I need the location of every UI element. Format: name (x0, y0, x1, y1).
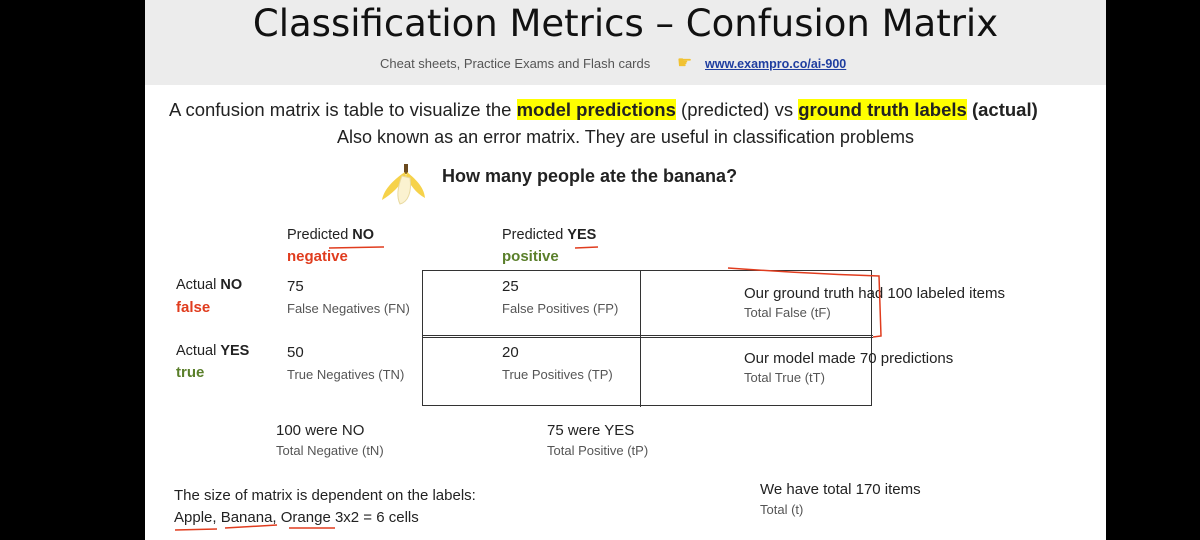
highlight-model-predictions: model predictions (516, 99, 676, 120)
intro-line-1: A confusion matrix is table to visualize… (169, 99, 1038, 121)
exampro-link[interactable]: www.exampro.co/ai-900 (705, 57, 847, 71)
row-value: NO (220, 277, 243, 293)
column-header-predicted-yes: Predicted YES (502, 227, 596, 243)
intro-line-2: Also known as an error matrix. They are … (337, 127, 914, 147)
grid-divider-vertical (640, 271, 641, 407)
col-total-negative-label: Total Negative (tN) (276, 443, 384, 458)
row-total-true-text: Our model made 70 predictions (744, 350, 954, 367)
cell-tp-value: 20 (502, 344, 519, 361)
row-prefix: Actual (176, 343, 221, 359)
grand-total-text: We have total 170 items (760, 481, 921, 498)
footer-line-1: The size of matrix is dependent on the l… (174, 487, 476, 504)
banana-icon (382, 164, 425, 205)
row-header-actual-no: Actual NO (176, 277, 242, 293)
col-value: NO (352, 227, 375, 243)
grid-divider-horizontal-2 (423, 337, 873, 338)
intro-text-post: (actual) (966, 99, 1038, 120)
underline-yes (574, 246, 599, 249)
row-total-false-text: Our ground truth had 100 labeled items (744, 285, 1005, 302)
cell-tn-value: 50 (287, 344, 304, 361)
row-prefix: Actual (176, 277, 221, 293)
col-prefix: Predicted (502, 227, 568, 243)
col-total-positive-text: 75 were YES (547, 422, 635, 439)
cell-fn-value: 75 (287, 278, 304, 295)
column-sub-positive: positive (502, 248, 559, 265)
question-text: How many people ate the banana? (442, 166, 738, 186)
cell-fp-value: 25 (502, 278, 519, 295)
underline-apple (174, 528, 218, 531)
confusion-matrix-grid (422, 270, 873, 407)
column-header-predicted-no: Predicted NO (287, 227, 374, 243)
footer-line-2: Apple, Banana, Orange 3x2 = 6 cells (174, 509, 419, 526)
grand-total-label: Total (t) (760, 502, 804, 517)
row-sub-false: false (176, 299, 211, 316)
row-total-true-label: Total True (tT) (744, 370, 825, 385)
intro-text-mid: (predicted) vs (675, 99, 799, 120)
slide: Classification Metrics – Confusion Matri… (145, 0, 1106, 540)
column-sub-negative: negative (287, 248, 348, 265)
row-value: YES (220, 343, 250, 359)
col-total-negative-text: 100 were NO (276, 422, 365, 439)
page-title: Classification Metrics – Confusion Matri… (252, 2, 999, 45)
cell-tn-label: True Negatives (TN) (287, 367, 405, 382)
row-header-actual-yes: Actual YES (176, 343, 249, 359)
col-total-positive-label: Total Positive (tP) (547, 443, 649, 458)
intro-text-pre: A confusion matrix is table to visualize… (169, 99, 517, 120)
col-value: YES (567, 227, 597, 243)
row-total-false-label: Total False (tF) (744, 305, 831, 320)
cell-tp-label: True Positives (TP) (502, 367, 613, 382)
row-sub-true: true (176, 364, 205, 381)
header-band (145, 0, 1106, 85)
grid-divider-horizontal (423, 335, 873, 336)
pointing-hand-icon: ☛ (677, 53, 693, 72)
cell-fp-label: False Positives (FP) (502, 301, 619, 316)
col-prefix: Predicted (287, 227, 353, 243)
subtitle: Cheat sheets, Practice Exams and Flash c… (380, 56, 651, 71)
cell-fn-label: False Negatives (FN) (287, 301, 410, 316)
highlight-ground-truth: ground truth labels (798, 99, 967, 120)
